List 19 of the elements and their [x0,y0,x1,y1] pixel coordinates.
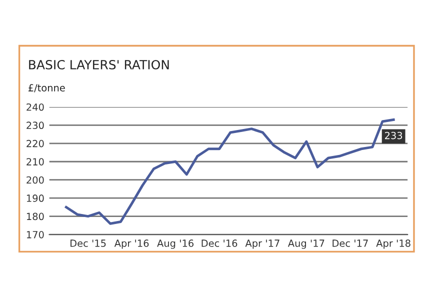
x-tick-label: Aug '16 [157,240,194,249]
y-tick-label: 180 [26,212,44,220]
y-tick-label: 200 [26,176,44,184]
y-tick-label: 230 [26,122,44,130]
y-tick-label: 210 [26,158,44,166]
x-tick-label: Dec '16 [202,240,238,247]
x-tick-label: Apr '17 [245,240,280,249]
x-tick-label: Apr '16 [114,240,149,249]
y-axis-title: £/tonne [28,84,65,92]
x-tick-label: Dec '15 [70,240,106,247]
x-tick-label: Dec '17 [332,240,368,247]
x-tick-label: Apr '18 [376,240,410,249]
y-tick-label: 220 [26,140,44,148]
y-tick-label: 240 [26,103,44,111]
x-tick-label: Aug '17 [288,240,324,249]
y-tick-label: 170 [26,231,44,238]
chart-title: BASIC LAYERS' RATION [29,60,169,70]
data-label: 233 [385,132,402,140]
y-tick-label: 190 [26,194,44,202]
